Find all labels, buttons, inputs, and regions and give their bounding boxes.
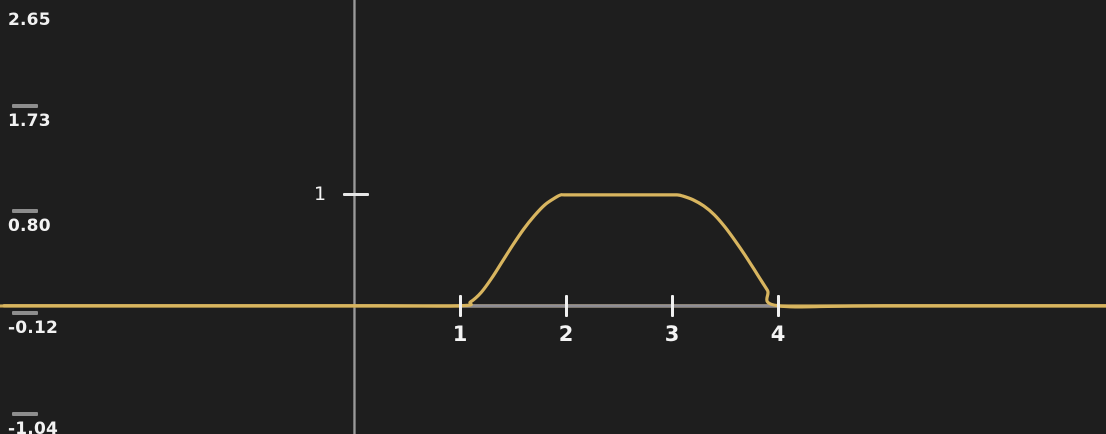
vertical-axis-line xyxy=(352,0,356,434)
x-axis-tick xyxy=(670,294,674,317)
x-axis-tick-label: 2 xyxy=(558,321,574,346)
y-tick-dash xyxy=(12,412,38,416)
y-one-tick xyxy=(343,193,369,197)
y-axis-tick-label: 0.80 xyxy=(8,216,51,236)
y-one-label: 1 xyxy=(314,182,327,205)
y-axis-tick-label: -0.12 xyxy=(8,318,58,338)
y-axis-tick-label: -1.04 xyxy=(8,419,58,434)
x-axis-tick-label: 4 xyxy=(770,321,786,346)
y-axis-tick-label: 2.65 xyxy=(8,10,51,30)
x-axis-tick-label: 1 xyxy=(452,321,468,346)
y-tick-dash xyxy=(12,311,38,315)
x-axis-tick xyxy=(564,294,568,317)
x-axis-tick xyxy=(776,294,780,317)
x-axis-tick xyxy=(458,294,462,317)
x-axis-domain-segment xyxy=(460,303,778,308)
y-axis-tick-label: 1.73 xyxy=(8,111,51,131)
x-axis-tick-label: 3 xyxy=(664,321,680,346)
y-tick-dash xyxy=(12,104,38,108)
y-tick-dash xyxy=(12,209,38,213)
